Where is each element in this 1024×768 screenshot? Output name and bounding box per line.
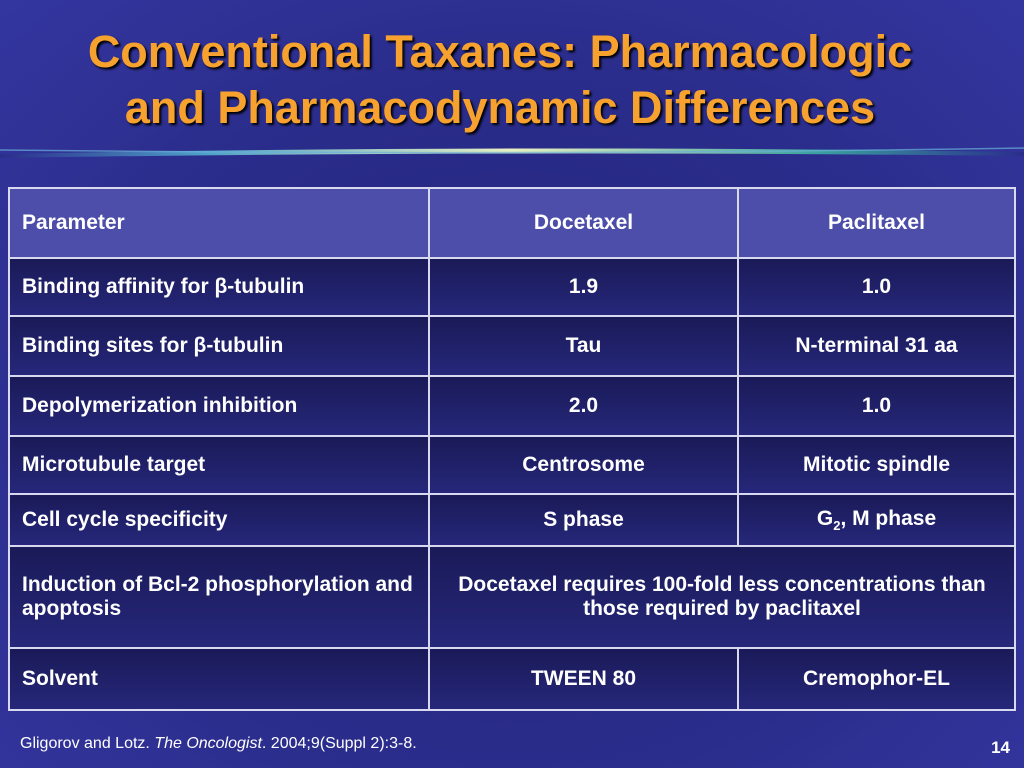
header-row: Parameter Docetaxel Paclitaxel [8,187,1016,259]
table-cell: 1.9 [428,257,739,317]
header-cell: Parameter [8,187,430,259]
table-cell: 2.0 [428,375,739,437]
table-cell: Cremophor-EL [737,647,1016,711]
table-cell: Tau [428,315,739,377]
table-cell: Centrosome [428,435,739,495]
table-row: Binding affinity for β-tubulin 1.9 1.0 [8,257,1016,317]
cell-text: , M phase [840,506,937,530]
table-row: Binding sites for β-tubulin Tau N-terminal… [8,315,1016,377]
table-cell: Binding affinity for β-tubulin [8,257,430,317]
slide-title: Conventional Taxanes: Pharmacologic and … [0,24,1000,136]
table-cell: S phase [428,493,739,547]
table-row: Induction of Bcl-2 phosphorylation and a… [8,545,1016,649]
citation-journal: The Oncologist [154,735,262,752]
page-number: 14 [991,738,1010,757]
header-cell: Docetaxel [428,187,739,259]
table-row: Microtubule target Centrosome Mitotic spin… [8,435,1016,495]
table-cell: G2, M phase [737,493,1016,547]
header-cell: Paclitaxel [737,187,1016,259]
table-row: Cell cycle specificity S phase G2, M phase [8,493,1016,547]
table-cell: Induction of Bcl-2 phosphorylation and a… [8,545,430,649]
citation-details: . 2004;9(Suppl 2):3-8. [261,735,417,752]
cell-text: G [816,506,834,530]
table-row: Depolymerization inhibition 2.0 1.0 [8,375,1016,437]
table-cell: Mitotic spindle [737,435,1016,495]
table-cell: Microtubule target [8,435,430,495]
table-cell: TWEEN 80 [428,647,739,711]
citation-authors: Gligorov and Lotz. [20,735,155,752]
table-cell: Binding sites for β-tubulin [8,315,430,377]
citation: Gligorov and Lotz. The Oncologist. 2004;… [20,735,417,753]
table-cell: Docetaxel requires 100-fold less concent… [428,545,1016,649]
divider [0,147,1024,158]
comparison-table: Parameter Docetaxel Paclitaxel Binding aff… [8,187,1016,711]
table-cell: Depolymerization inhibition [8,375,430,437]
table-cell: N-terminal 31 aa [737,315,1016,377]
table-cell: Solvent [8,647,430,711]
title-line: Conventional Taxanes: Pharmacologic [87,26,913,77]
table-cell: Cell cycle specificity [8,493,430,547]
table-cell: 1.0 [737,375,1016,437]
title-line: and Pharmacodynamic Differences [124,82,876,133]
cell-subscript: 2 [833,518,841,534]
table-cell: 1.0 [737,257,1016,317]
table-row: Solvent TWEEN 80 Cremophor-EL [8,647,1016,711]
